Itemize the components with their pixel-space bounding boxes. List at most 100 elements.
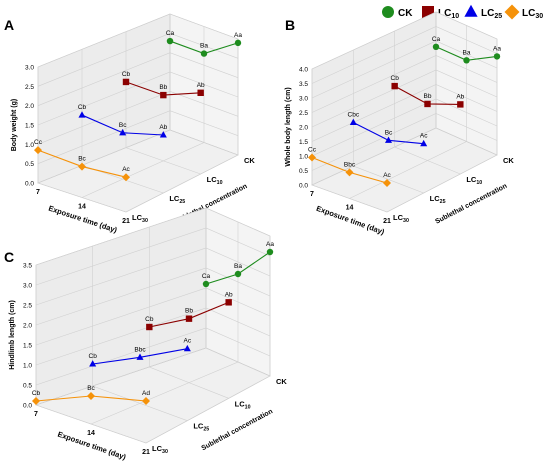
data-point-lc30 — [87, 392, 95, 400]
panel-c: 0.0 0.5 1.0 1.5 2.0 2.5 3.0 3.5 Hindlimb length … — [4, 207, 287, 462]
y-tick-label: 3.0 — [23, 283, 32, 290]
data-label: Ad — [142, 390, 150, 397]
y-axis-label: Whole body length (cm) — [285, 87, 292, 166]
panel-b: 0.0 0.5 1.0 1.5 2.0 2.5 3.0 3.5 4.0 Whole body le… — [285, 11, 514, 237]
gridline — [435, 12, 498, 156]
data-point-lc25 — [183, 344, 191, 352]
data-label: Ac — [383, 172, 391, 179]
x-tick-label: 14 — [346, 205, 354, 212]
data-point-ck — [166, 37, 174, 45]
x-tick-label: 7 — [36, 189, 40, 196]
depth-tick-label: CK — [276, 377, 287, 386]
gridline — [169, 14, 239, 156]
data-point-lc30 — [142, 397, 150, 405]
data-point-ck — [200, 50, 208, 57]
y-tick-label: 2.5 — [23, 303, 32, 310]
gridline — [92, 246, 188, 421]
panel-c-axes: 0.0 0.5 1.0 1.5 2.0 2.5 3.0 3.5 Hindlimb length … — [9, 207, 287, 462]
data-point-lc30 — [34, 146, 42, 155]
y-tick-label: 2.5 — [25, 84, 34, 91]
y-tick-label: 1.5 — [23, 343, 32, 350]
data-point-ck — [432, 43, 440, 50]
data-label: Bb — [424, 93, 432, 100]
data-label: Bc — [78, 156, 86, 163]
depth-tick-label: LC10 — [235, 399, 251, 410]
legend-label-3: LC30 — [522, 8, 543, 20]
y-tick-label: 2.0 — [299, 125, 308, 132]
data-label: Cb — [89, 353, 98, 360]
depth-tick-label: LC30 — [393, 213, 409, 224]
depth-tick-label: LC30 — [152, 444, 168, 455]
data-point-lc30 — [345, 168, 354, 177]
data-point-lc30 — [32, 397, 40, 405]
legend: CK LC10 LC25 LC30 — [382, 4, 543, 20]
data-point-lc10 — [391, 82, 398, 90]
data-label: Ac — [122, 166, 130, 173]
y-tick-label: 3.5 — [299, 81, 308, 88]
data-point-ck — [266, 248, 274, 256]
data-label: Cb — [391, 75, 400, 82]
x-tick-label: 21 — [383, 218, 391, 225]
data-label: Ab — [225, 291, 233, 298]
data-label: Bbc — [344, 161, 356, 168]
x-tick-label: 7 — [34, 411, 38, 418]
data-point-lc10 — [424, 100, 431, 108]
y-tick-label: 0.5 — [25, 161, 34, 168]
data-point-lc30 — [122, 173, 130, 182]
y-tick-label: 1.5 — [299, 139, 308, 146]
x-tick-label: 14 — [87, 430, 95, 437]
data-point-lc30 — [308, 153, 316, 162]
y-tick-label: 2.0 — [23, 323, 32, 330]
data-point-lc10 — [185, 315, 193, 322]
data-point-ck — [234, 39, 242, 47]
data-label: Ba — [463, 49, 471, 56]
data-point-lc10 — [457, 101, 464, 108]
data-point-lc25 — [384, 136, 393, 143]
data-label: Aa — [266, 241, 274, 248]
depth-tick-label: LC25 — [193, 422, 209, 433]
data-label: Ac — [420, 133, 428, 140]
data-label: Cb — [122, 71, 131, 78]
data-label: Bc — [87, 385, 95, 392]
legend-marker-3 — [504, 4, 520, 20]
legend-label-2: LC25 — [481, 8, 502, 20]
data-point-lc10 — [122, 78, 130, 86]
depth-axis-label: Sublethal concentration — [201, 408, 274, 452]
x-tick-label: 21 — [142, 449, 150, 456]
x-tick-label: 14 — [78, 204, 86, 211]
data-point-ck — [202, 280, 210, 288]
data-label: Bb — [185, 308, 193, 315]
data-point-lc10 — [146, 323, 153, 331]
data-label: Ac — [184, 338, 192, 345]
data-point-lc25 — [78, 111, 86, 118]
y-tick-label: 0.5 — [299, 168, 308, 175]
data-label: Cc — [308, 146, 317, 153]
data-point-lc10 — [225, 299, 232, 306]
data-label: Cc — [34, 139, 43, 146]
y-tick-label: 1.0 — [23, 363, 32, 370]
data-point-lc30 — [78, 162, 86, 171]
panel-a: 0.0 0.5 1.0 1.5 2.0 2.5 3.0 Body weight (g) 7 14 2… — [4, 13, 255, 235]
data-label: Aa — [234, 32, 242, 39]
legend-marker-2 — [464, 4, 478, 17]
legend-label-1: LC10 — [438, 8, 459, 20]
panel-label: A — [4, 17, 14, 33]
y-tick-label: 2.5 — [299, 110, 308, 117]
gridline — [125, 31, 201, 175]
data-label: Ba — [200, 43, 208, 50]
y-tick-label: 0.5 — [23, 383, 32, 390]
data-label: Ab — [197, 82, 205, 89]
y-tick-label: 3.5 — [23, 263, 32, 270]
gridline — [37, 67, 127, 213]
data-point-lc25 — [420, 139, 428, 147]
y-tick-label: 0.0 — [23, 403, 32, 410]
gridline — [353, 50, 424, 194]
x-tick-label: 7 — [310, 191, 314, 198]
y-tick-label: 1.0 — [25, 142, 34, 149]
y-tick-label: 3.0 — [299, 96, 308, 103]
data-label: Ca — [202, 273, 211, 280]
y-tick-label: 2.0 — [25, 103, 34, 110]
y-tick-label: 3.0 — [25, 65, 34, 72]
data-label: Ab — [456, 93, 464, 100]
